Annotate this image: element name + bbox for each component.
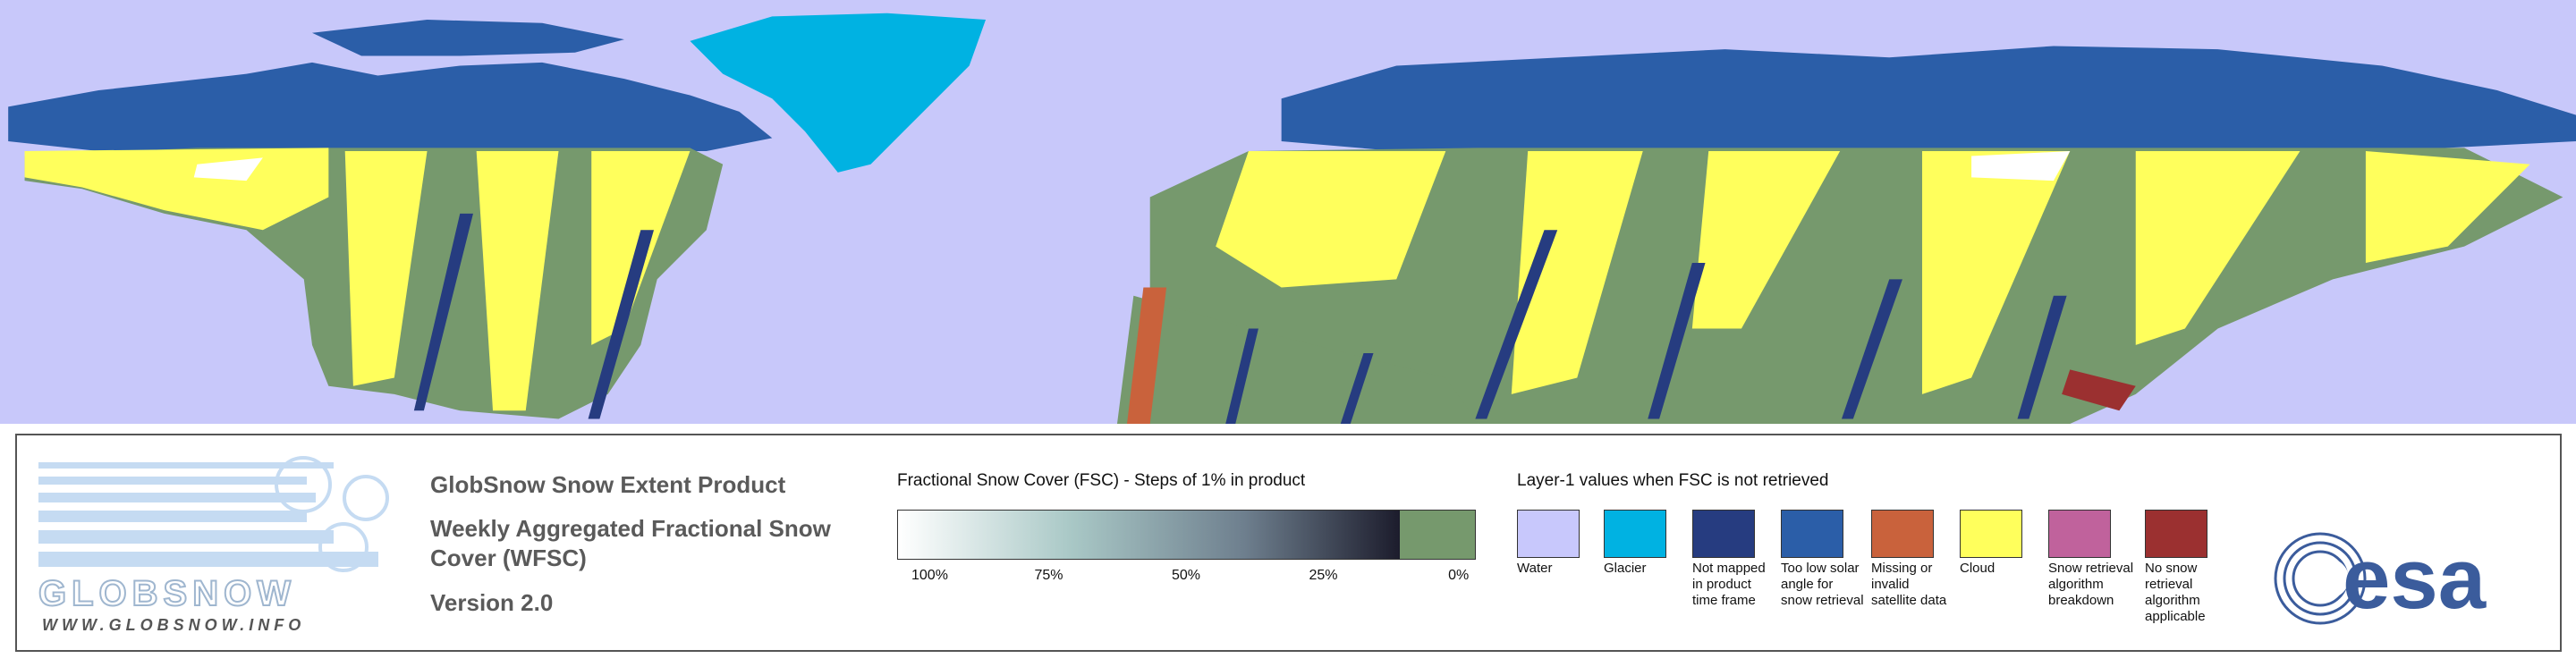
legend-swatch bbox=[1781, 510, 1843, 558]
legend-label: Snow retrieval algorithm breakdown bbox=[2048, 561, 2134, 608]
legend-label: No snow retrieval algorithm applicable bbox=[2145, 561, 2206, 624]
esa-wordmark: esa bbox=[2343, 531, 2487, 627]
snow-map bbox=[0, 0, 2576, 424]
globsnow-logo: GLOBSNOW WWW.GLOBSNOW.INFO bbox=[38, 456, 389, 634]
product-subtitle: Weekly Aggregated Fractional Snow Cover … bbox=[430, 515, 831, 571]
fsc-title: Fractional Snow Cover (FSC) - Steps of 1… bbox=[897, 471, 1306, 490]
logo-wordmark: GLOBSNOW bbox=[38, 574, 296, 613]
fsc-tick-label: 100% bbox=[911, 568, 948, 583]
legend-label: Missing or invalid satellite data bbox=[1871, 561, 1947, 608]
legend-swatch bbox=[1692, 510, 1755, 558]
fsc-gradient bbox=[897, 510, 1476, 560]
esa-logo: esa bbox=[2274, 531, 2487, 627]
fsc-tick-label: 50% bbox=[1171, 568, 1201, 583]
legend-swatch bbox=[2145, 510, 2207, 558]
legend-panel: GLOBSNOW WWW.GLOBSNOW.INFO GlobSnow Snow… bbox=[15, 434, 2562, 652]
legend-swatch bbox=[1960, 510, 2022, 558]
legend-swatch bbox=[1517, 510, 1580, 558]
fsc-tick-label: 25% bbox=[1309, 568, 1338, 583]
layer1-title: Layer-1 values when FSC is not retrieved bbox=[1517, 471, 1829, 490]
legend-label: Too low solar angle for snow retrieval bbox=[1781, 561, 1864, 608]
legend-swatch bbox=[2048, 510, 2111, 558]
legend-swatch bbox=[1871, 510, 1934, 558]
product-version: Version 2.0 bbox=[430, 589, 554, 616]
legend-label: Not mapped in product time frame bbox=[1692, 561, 1766, 608]
legend-label: Glacier bbox=[1604, 561, 1647, 576]
legend-swatch bbox=[1604, 510, 1666, 558]
legend-label: Water bbox=[1517, 561, 1553, 576]
legend-label: Cloud bbox=[1960, 561, 1996, 576]
fsc-tick-label: 75% bbox=[1034, 568, 1063, 583]
logo-url: WWW.GLOBSNOW.INFO bbox=[42, 616, 305, 634]
fsc-tick-label: 0% bbox=[1448, 568, 1470, 583]
product-title: GlobSnow Snow Extent Product bbox=[430, 471, 786, 498]
